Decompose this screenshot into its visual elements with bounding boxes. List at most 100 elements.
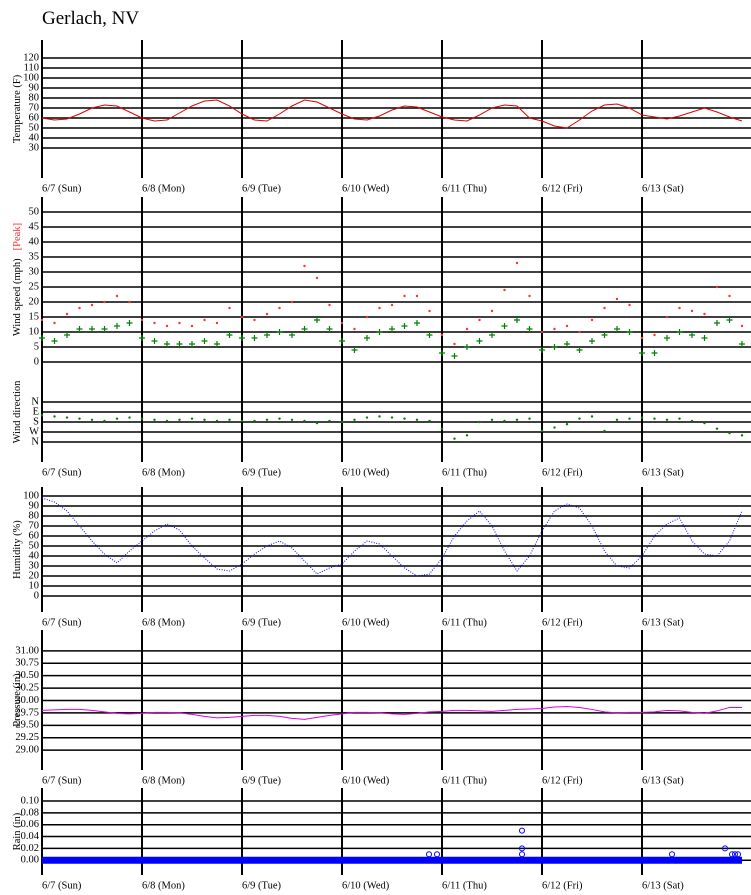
rain-point bbox=[669, 851, 675, 858]
data-point bbox=[653, 417, 656, 420]
y-tick-label: 50 bbox=[29, 206, 40, 217]
x-tick-label: 6/10 (Wed) bbox=[342, 880, 390, 891]
y-tick-label: N bbox=[31, 396, 39, 407]
wind-point bbox=[51, 338, 58, 344]
data-point bbox=[565, 324, 569, 328]
wind-point bbox=[376, 329, 383, 335]
x-tick-label: 6/7 (Sun) bbox=[42, 880, 82, 891]
wind-point bbox=[589, 338, 595, 344]
wind-point bbox=[651, 350, 658, 356]
wind-point bbox=[176, 341, 183, 347]
y-tick-label: 50 bbox=[29, 122, 40, 133]
data-point bbox=[690, 419, 694, 423]
y-tick-label: 45 bbox=[29, 221, 40, 232]
data-point bbox=[153, 321, 156, 325]
wind-point bbox=[739, 341, 745, 347]
y-axis-label-text: Rain (in) bbox=[12, 812, 23, 850]
data-point bbox=[378, 306, 381, 310]
wind-point bbox=[139, 335, 145, 341]
data-point bbox=[590, 415, 594, 418]
wind-point bbox=[201, 338, 208, 344]
data-point bbox=[303, 264, 306, 268]
y-tick-label: 30 bbox=[29, 560, 40, 571]
data-point bbox=[340, 321, 344, 325]
wind-point bbox=[226, 332, 233, 338]
data-point bbox=[65, 416, 69, 419]
wind-point bbox=[439, 350, 445, 356]
y-tick-label: 60 bbox=[29, 530, 40, 541]
x-tick-label: 6/10 (Wed) bbox=[342, 183, 390, 194]
data-point bbox=[553, 426, 556, 429]
x-tick-label: 6/8 (Mon) bbox=[142, 880, 185, 891]
y-tick-label: 70 bbox=[29, 102, 40, 113]
data-point bbox=[165, 419, 169, 423]
data-point bbox=[515, 261, 519, 265]
y-tick-label: 0.06 bbox=[21, 819, 39, 830]
data-point bbox=[353, 418, 356, 421]
wind-point bbox=[126, 320, 133, 326]
data-point bbox=[115, 294, 119, 298]
rain-point bbox=[519, 851, 525, 858]
data-point bbox=[428, 419, 431, 423]
y-tick-label: 30.25 bbox=[15, 682, 39, 693]
wind-point bbox=[426, 332, 433, 338]
wind-point bbox=[189, 341, 195, 347]
wind-point bbox=[639, 350, 645, 356]
data-point bbox=[715, 285, 719, 289]
wind-point bbox=[501, 323, 508, 329]
wind-point bbox=[539, 347, 545, 353]
data-point bbox=[665, 418, 669, 421]
y-axis-label-text: Humidity (%) bbox=[12, 520, 23, 579]
data-point bbox=[628, 303, 631, 307]
y-tick-label: 0 bbox=[34, 356, 39, 367]
data-point bbox=[478, 318, 481, 322]
y-tick-label: 50 bbox=[29, 540, 40, 551]
data-point bbox=[453, 437, 456, 440]
y-tick-label: N bbox=[31, 436, 39, 447]
data-point bbox=[540, 429, 544, 433]
data-point bbox=[103, 300, 106, 304]
data-point bbox=[578, 330, 581, 334]
wind-point bbox=[89, 326, 95, 332]
y-axis-label: Wind direction bbox=[12, 380, 23, 444]
data-point bbox=[690, 309, 694, 313]
x-tick-label: 6/11 (Thu) bbox=[442, 467, 487, 478]
y-tick-label: S bbox=[33, 416, 39, 427]
data-point bbox=[228, 306, 231, 310]
data-point bbox=[740, 434, 744, 437]
y-tick-label: 80 bbox=[29, 92, 40, 103]
y-tick-label: 30 bbox=[29, 266, 40, 277]
data-point bbox=[453, 342, 456, 346]
y-tick-label: 30 bbox=[29, 142, 40, 153]
data-point bbox=[290, 300, 294, 304]
y-tick-label: 31.00 bbox=[15, 645, 39, 656]
y-axis-label-text: Temperature (F) bbox=[12, 74, 23, 143]
y-tick-label: 0 bbox=[34, 590, 39, 601]
data-point bbox=[403, 294, 406, 298]
wind-point bbox=[726, 317, 733, 323]
wind-point bbox=[101, 326, 108, 332]
y-axis-label: Pressure (in) bbox=[12, 673, 23, 727]
x-tick-label: 6/11 (Thu) bbox=[442, 617, 487, 628]
data-point bbox=[303, 419, 306, 423]
wind-point bbox=[151, 338, 158, 344]
y-tick-label: 30.75 bbox=[15, 658, 39, 669]
legend-entry: [Peak] bbox=[12, 223, 23, 250]
y-tick-label: 0.08 bbox=[21, 807, 39, 818]
wind-point bbox=[664, 335, 670, 341]
x-tick-label: 6/13 (Sat) bbox=[642, 880, 684, 891]
page-title: Gerlach, NV bbox=[42, 8, 139, 29]
data-point bbox=[603, 306, 606, 310]
wind-point bbox=[414, 320, 420, 326]
y-tick-label: W bbox=[29, 426, 39, 437]
data-point bbox=[728, 294, 731, 298]
wind-point bbox=[614, 326, 620, 332]
data-point bbox=[53, 415, 56, 418]
data-point bbox=[153, 418, 156, 421]
data-point bbox=[703, 312, 706, 316]
y-tick-label: 25 bbox=[29, 281, 40, 292]
y-tick-label: 29.75 bbox=[15, 707, 39, 718]
wind-point bbox=[689, 332, 695, 338]
x-tick-label: 6/9 (Tue) bbox=[242, 467, 281, 478]
